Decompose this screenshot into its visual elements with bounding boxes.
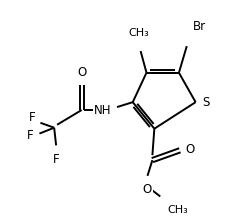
Text: CH₃: CH₃ (128, 28, 149, 38)
Text: Br: Br (193, 20, 206, 33)
Text: O: O (186, 143, 195, 156)
Text: F: F (53, 153, 59, 166)
Text: F: F (27, 129, 33, 142)
Text: O: O (77, 66, 86, 79)
Text: CH₃: CH₃ (167, 205, 188, 215)
Text: NH: NH (94, 104, 111, 117)
Text: S: S (202, 96, 210, 109)
Text: F: F (29, 111, 36, 124)
Text: O: O (143, 183, 152, 196)
